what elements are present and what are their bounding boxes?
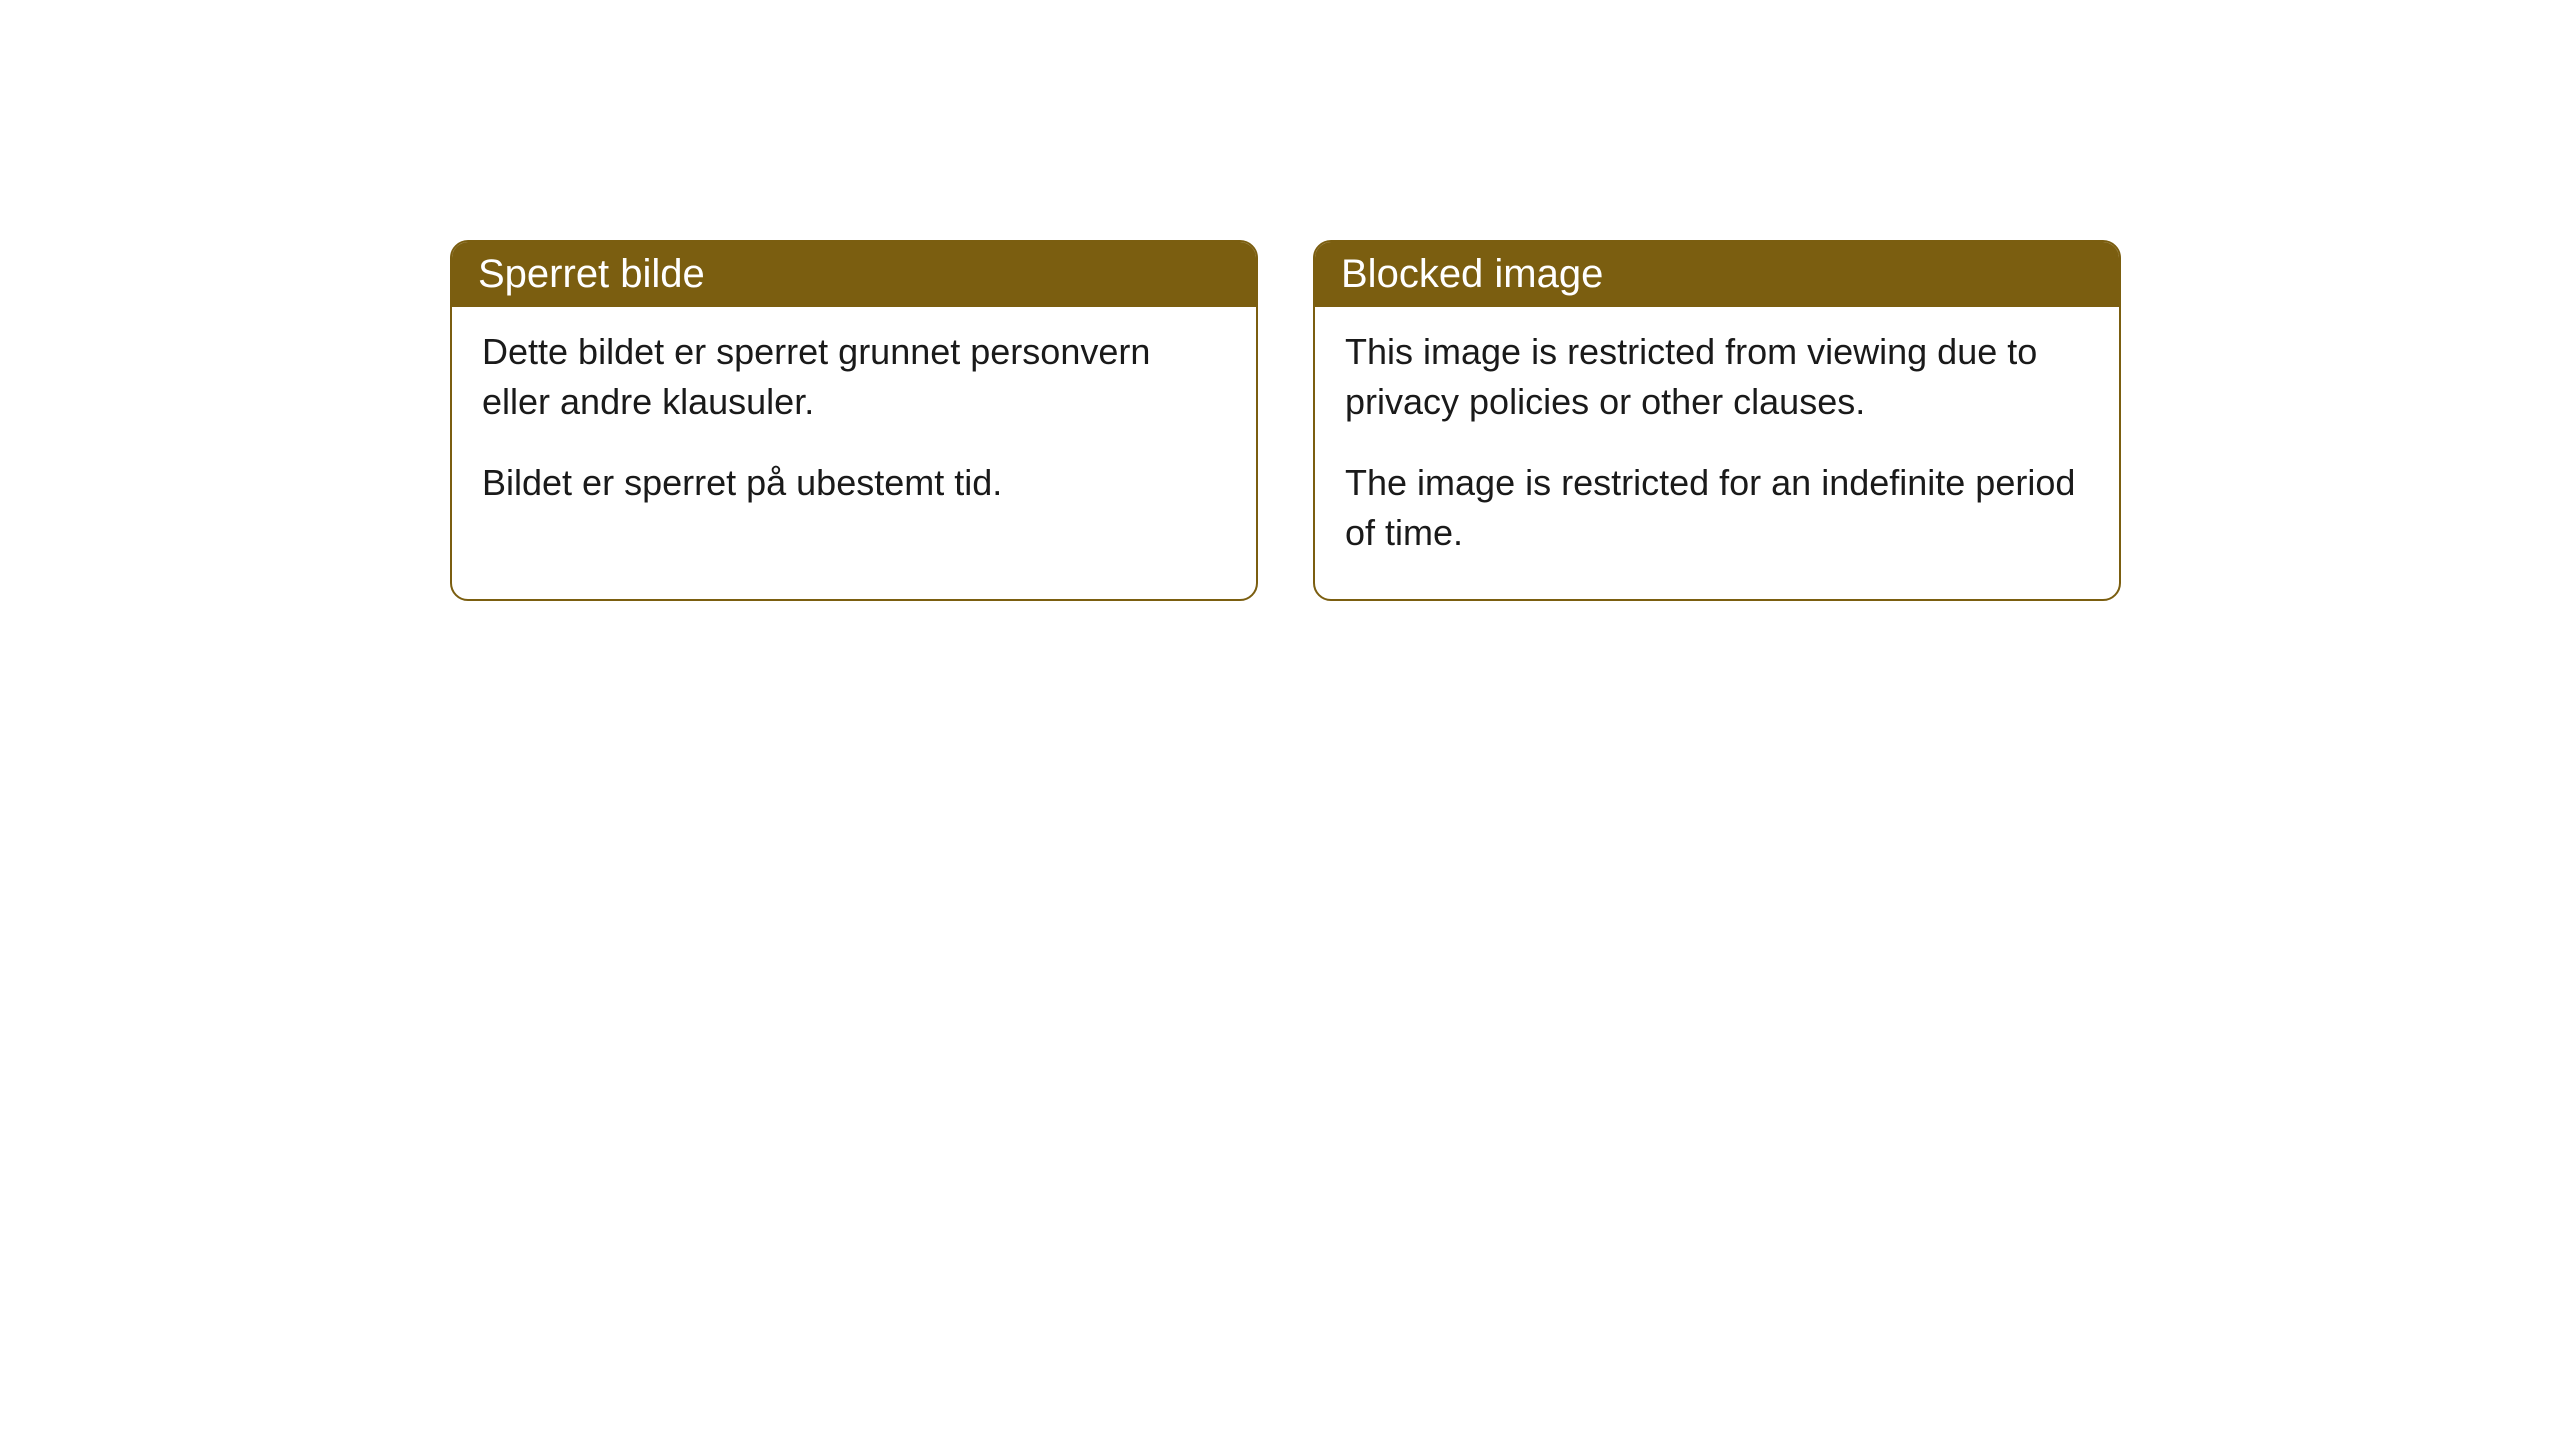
card-english: Blocked image This image is restricted f… — [1313, 240, 2121, 601]
card-text-norwegian-1: Dette bildet er sperret grunnet personve… — [482, 327, 1226, 428]
card-body-english: This image is restricted from viewing du… — [1315, 307, 2119, 599]
card-header-english: Blocked image — [1315, 242, 2119, 307]
cards-container: Sperret bilde Dette bildet er sperret gr… — [450, 240, 2121, 601]
card-norwegian: Sperret bilde Dette bildet er sperret gr… — [450, 240, 1258, 601]
card-text-norwegian-2: Bildet er sperret på ubestemt tid. — [482, 458, 1226, 508]
card-body-norwegian: Dette bildet er sperret grunnet personve… — [452, 307, 1256, 548]
card-text-english-2: The image is restricted for an indefinit… — [1345, 458, 2089, 559]
card-header-norwegian: Sperret bilde — [452, 242, 1256, 307]
card-text-english-1: This image is restricted from viewing du… — [1345, 327, 2089, 428]
